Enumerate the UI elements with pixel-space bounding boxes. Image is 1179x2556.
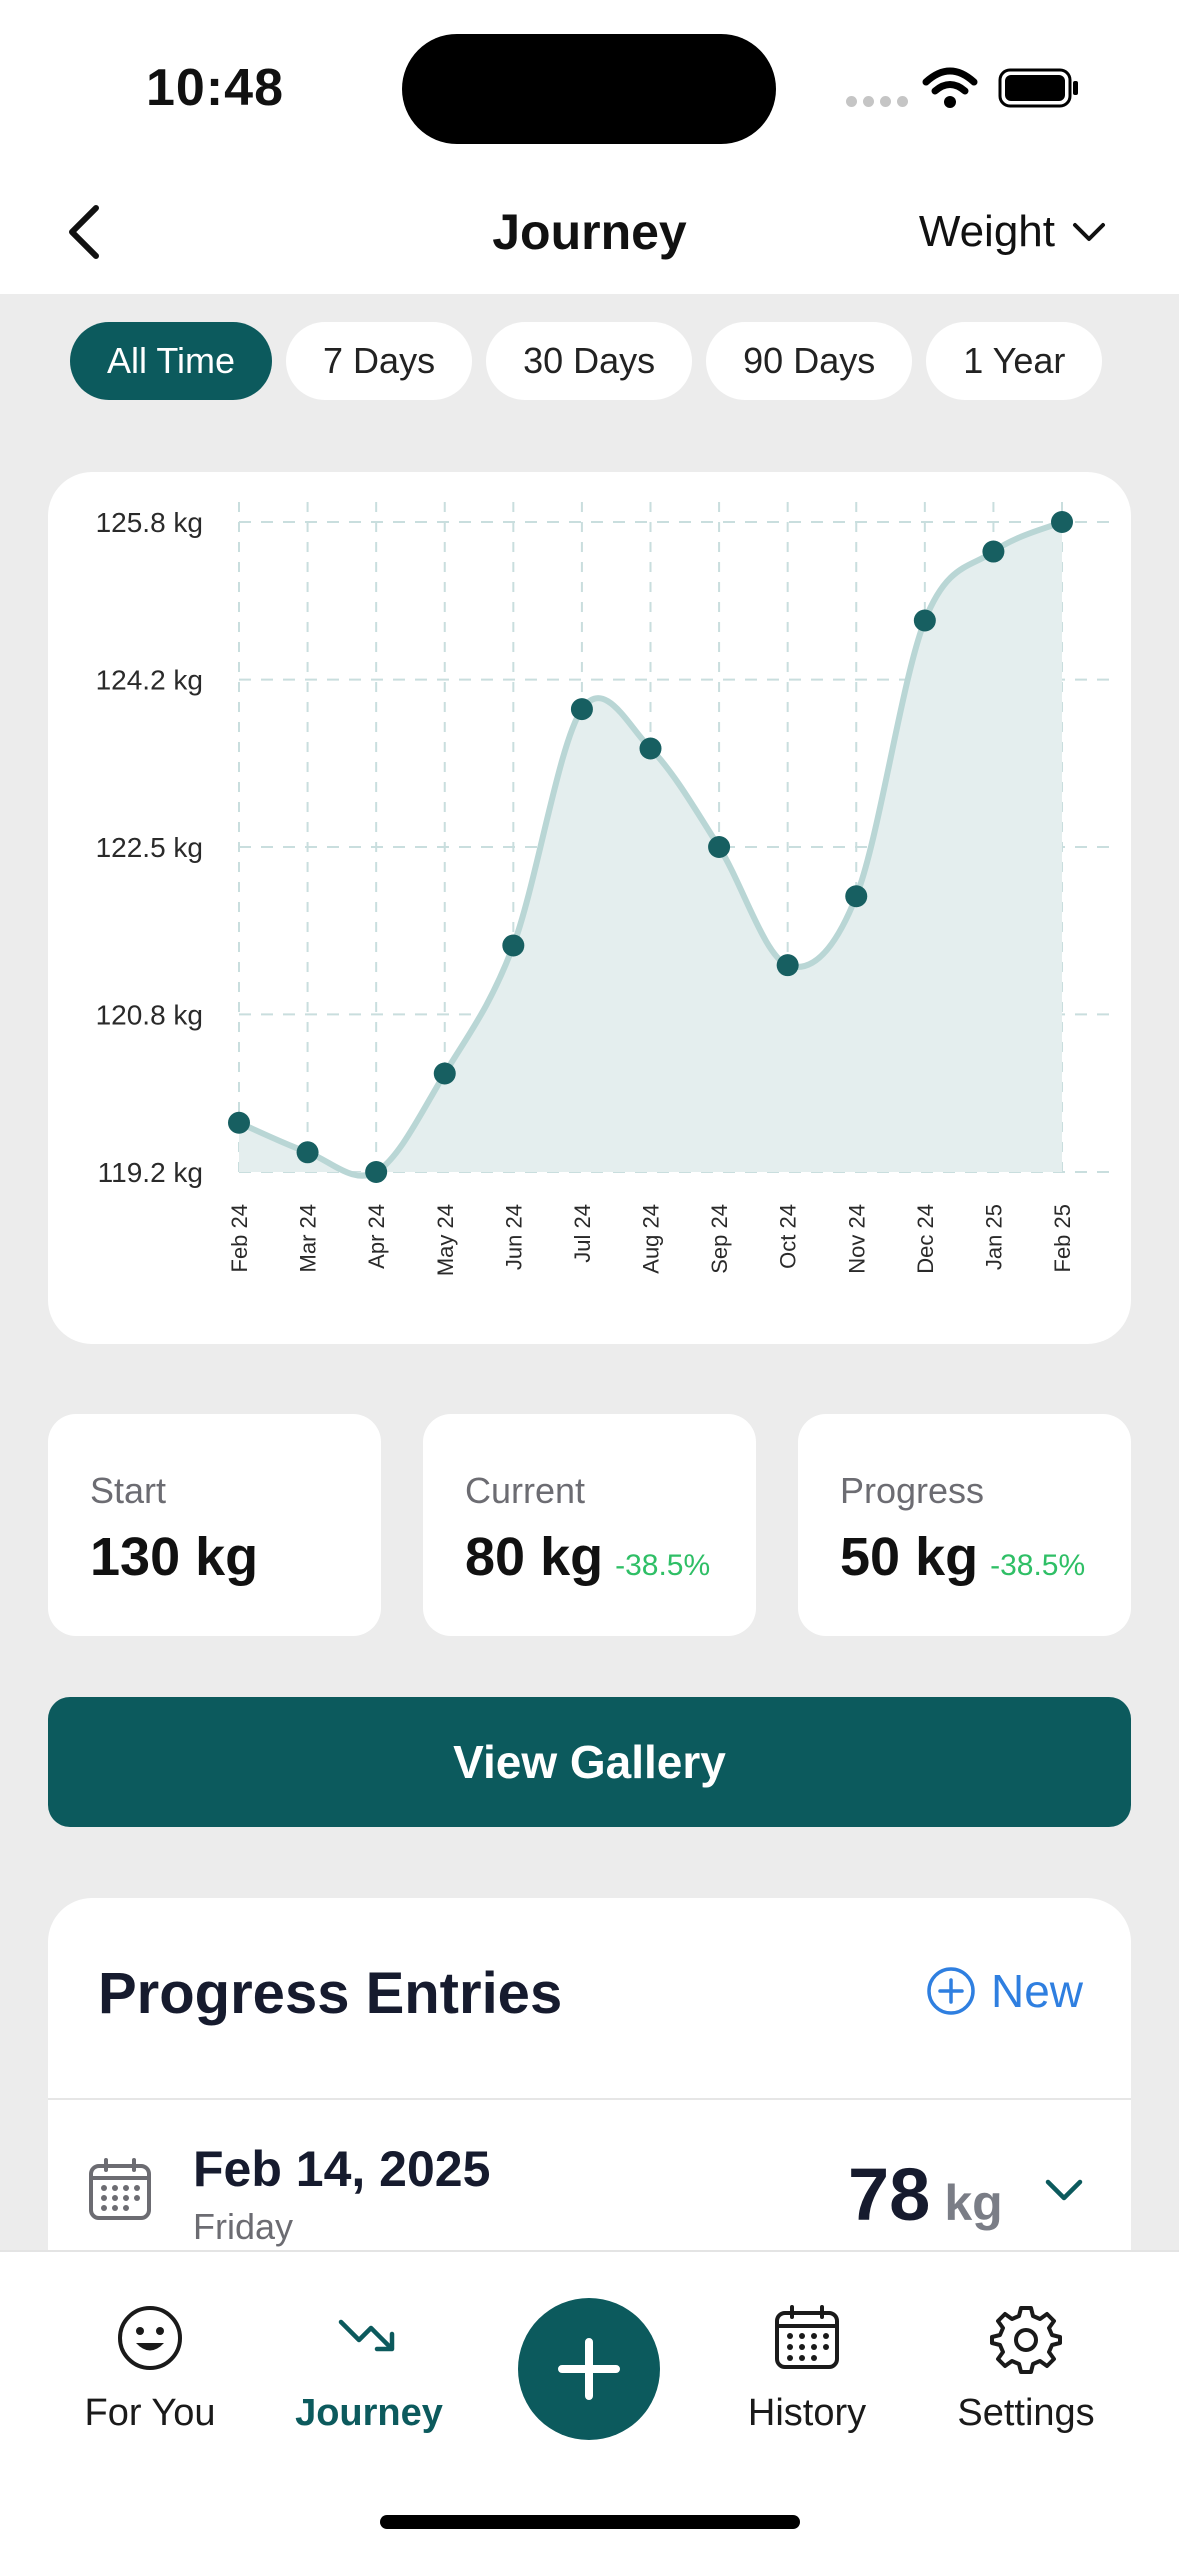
stat-value: 80 kg — [465, 1527, 604, 1587]
x-tick-label: Feb 25 — [1050, 1204, 1075, 1273]
add-entry-button[interactable] — [518, 2298, 660, 2440]
filter-90-days[interactable]: 90 Days — [706, 322, 913, 400]
data-point — [502, 934, 525, 957]
x-tick-label: Jun 24 — [501, 1204, 526, 1270]
filter-1-year[interactable]: 1 Year — [926, 322, 1103, 400]
metric-selector-label: Weight — [918, 207, 1055, 256]
entry-weight: 78 kg — [848, 2152, 1003, 2237]
tab-label: For You — [84, 2392, 216, 2434]
weight-chart: 125.8 kg 124.2 kg 122.5 kg 120.8 kg 119.2 kg… — [96, 502, 1112, 1276]
section-title: Progress Entries — [98, 1961, 563, 2026]
entry-date: Feb 14, 2025 — [193, 2141, 491, 2197]
divider — [48, 2098, 1131, 2100]
plus-circle-icon — [927, 1967, 975, 2015]
data-point — [776, 954, 799, 977]
calendar-icon — [775, 2305, 839, 2369]
cellular-signal-icon — [846, 96, 908, 107]
y-tick-label: 124.2 kg — [96, 665, 203, 696]
data-point — [1051, 511, 1073, 533]
entry-day: Friday — [193, 2206, 294, 2247]
x-tick-label: Apr 24 — [364, 1204, 389, 1269]
stat-change: -38.5% — [990, 1549, 1086, 1582]
dynamic-island — [402, 34, 776, 144]
tab-history[interactable]: History — [697, 2302, 917, 2435]
x-tick-label: May 24 — [433, 1204, 458, 1276]
y-tick-label: 120.8 kg — [96, 999, 203, 1030]
x-tick-label: Dec 24 — [913, 1204, 938, 1274]
chevron-down-icon — [1073, 223, 1105, 241]
x-tick-label: Jul 24 — [570, 1204, 595, 1263]
x-tick-label: Nov 24 — [844, 1204, 869, 1274]
new-entry-button[interactable]: New — [925, 1964, 1083, 2018]
page-title: Journey — [492, 204, 687, 260]
nav-header: Journey Weight — [0, 170, 1179, 294]
gear-icon — [990, 2306, 1062, 2374]
status-time: 10:48 — [146, 59, 284, 117]
y-tick-label: 122.5 kg — [96, 832, 203, 863]
x-tick-label: Aug 24 — [639, 1204, 664, 1274]
data-point — [845, 885, 868, 908]
tab-settings[interactable]: Settings — [916, 2302, 1136, 2435]
data-point — [708, 836, 731, 858]
area-fill — [239, 522, 1062, 1176]
data-point — [982, 540, 1005, 563]
data-point — [228, 1111, 250, 1134]
stat-value-row: 80 kg -38.5% — [465, 1526, 710, 1588]
tab-journey[interactable]: Journey — [259, 2302, 479, 2435]
x-tick-label: Mar 24 — [296, 1204, 321, 1272]
calendar-icon — [89, 2158, 151, 2220]
stat-progress: Progress 50 kg -38.5% — [798, 1414, 1131, 1636]
stat-change: -38.5% — [615, 1549, 711, 1582]
stat-start: Start 130 kg — [48, 1414, 381, 1636]
view-gallery-button[interactable]: View Gallery — [48, 1697, 1131, 1827]
stat-label: Progress — [840, 1470, 985, 1511]
stat-value: 50 kg — [840, 1527, 979, 1587]
wifi-icon — [922, 67, 978, 108]
data-point — [570, 698, 593, 721]
data-point — [296, 1141, 319, 1164]
data-point — [433, 1062, 456, 1085]
x-tick-label: Oct 24 — [776, 1204, 801, 1269]
plus-icon — [558, 2338, 620, 2400]
x-tick-label: Sep 24 — [707, 1204, 732, 1274]
home-indicator — [380, 2515, 800, 2529]
battery-icon — [998, 68, 1078, 108]
data-point — [365, 1161, 388, 1183]
y-tick-label: 125.8 kg — [96, 507, 203, 538]
entry-weight-unit: kg — [944, 2175, 1003, 2231]
tab-label: History — [747, 2392, 867, 2434]
y-tick-label: 119.2 kg — [98, 1157, 203, 1188]
filter-7-days[interactable]: 7 Days — [286, 322, 473, 400]
filter-30-days[interactable]: 30 Days — [486, 322, 693, 400]
trend-down-icon — [338, 2319, 395, 2352]
data-point — [639, 737, 662, 760]
tab-label: Journey — [295, 2392, 443, 2434]
stat-current: Current 80 kg -38.5% — [423, 1414, 756, 1636]
data-point — [913, 609, 936, 632]
status-bar: 10:48 — [0, 0, 1179, 170]
new-entry-label: New — [990, 1965, 1083, 2017]
tab-for-you[interactable]: For You — [40, 2302, 260, 2435]
tab-bar: For You Journey History — [0, 2250, 1179, 2556]
smiley-icon — [118, 2306, 182, 2370]
tab-label: Settings — [957, 2392, 1095, 2434]
stat-value-row: 130 kg — [90, 1526, 258, 1588]
stat-label: Current — [465, 1470, 586, 1511]
filter-all-time[interactable]: All Time — [70, 322, 273, 400]
entry-weight-value: 78 — [848, 2153, 931, 2236]
range-filter-group: All Time 7 Days 30 Days 90 Days 1 Year — [70, 322, 1103, 400]
metric-selector[interactable]: Weight — [919, 200, 1107, 264]
back-button[interactable] — [60, 200, 110, 264]
x-tick-label: Jan 25 — [981, 1204, 1006, 1270]
weight-chart-card: 125.8 kg 124.2 kg 122.5 kg 120.8 kg 119.2 kg… — [48, 472, 1131, 1344]
stat-label: Start — [90, 1470, 167, 1511]
stat-value: 130 kg — [90, 1527, 259, 1587]
chevron-down-icon[interactable] — [1044, 2176, 1084, 2204]
x-tick-label: Feb 24 — [227, 1204, 252, 1273]
entry-row[interactable]: Feb 14, 2025 Friday 78 kg — [48, 2100, 1131, 2300]
stat-value-row: 50 kg -38.5% — [840, 1526, 1085, 1588]
